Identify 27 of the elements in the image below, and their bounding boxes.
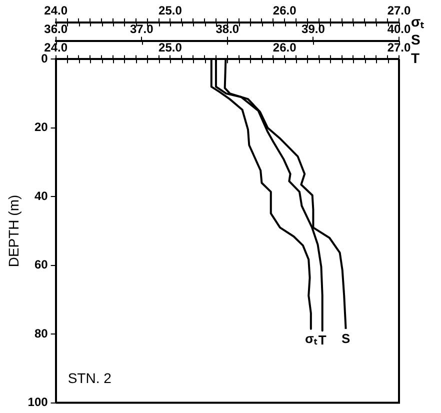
series-label: σₜ [304, 331, 318, 346]
text: 27.0 [387, 4, 411, 18]
y-tick-label: 20 [34, 120, 48, 134]
y-axis-title: DEPTH (m) [5, 194, 22, 268]
x-tick-label: 25.0 [158, 40, 182, 54]
x2-tick-label: 36.0 [44, 22, 68, 36]
x-tick-label: 26.0 [272, 40, 297, 54]
text: 26.0 [272, 4, 296, 18]
y-tick-label: 100 [28, 395, 48, 410]
text: σₜ [411, 13, 425, 30]
x-tick-label: 27.0 [387, 40, 411, 54]
annotation: STN. 2 [68, 370, 112, 386]
text: 25.0 [158, 4, 182, 18]
x2-tick-label: 38.0 [216, 22, 240, 36]
x2-axis-title: S [411, 32, 420, 48]
y-tick-label: 0 [41, 52, 48, 66]
series-label: S [341, 331, 350, 346]
y-tick-label: 80 [34, 326, 48, 340]
x2-tick-label: 40.0 [387, 22, 411, 36]
x2-tick-label: 39.0 [302, 22, 326, 36]
x-tick-label: 24.0 [44, 40, 68, 54]
text: 24.0 [44, 4, 68, 18]
x2-tick-label: 37.0 [130, 22, 154, 36]
series-label: T [318, 332, 326, 348]
x-axis-title: T [411, 50, 420, 66]
y-tick-label: 60 [34, 258, 48, 272]
y-tick-label: 40 [34, 188, 48, 203]
